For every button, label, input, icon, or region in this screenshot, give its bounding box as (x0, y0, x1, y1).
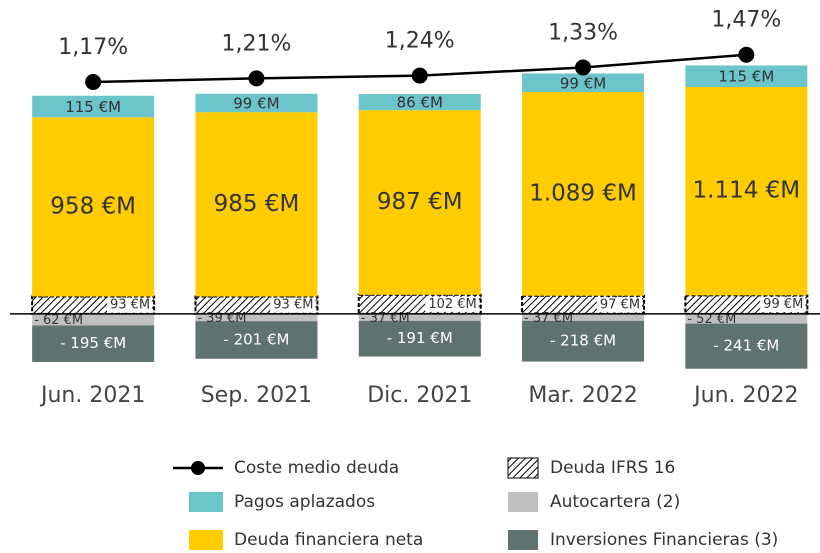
line-label: 1,17% (58, 35, 128, 60)
bar-segment (685, 65, 808, 87)
line-label: 1,47% (711, 8, 781, 33)
data-label: - 201 €M (223, 330, 289, 348)
legend-label: Deuda IFRS 16 (550, 458, 675, 478)
legend-swatch (189, 530, 223, 550)
line-label: 1,24% (385, 29, 455, 54)
data-label: 115 €M (718, 68, 774, 86)
data-label: 99 €M (763, 297, 803, 312)
label-background (270, 297, 316, 313)
x-tick-label: Jun. 2022 (692, 383, 798, 408)
bar-segment (358, 94, 481, 111)
bar-segment (195, 93, 318, 113)
data-label: 93 €M (110, 298, 150, 313)
data-label: 97 €M (600, 297, 640, 312)
bar-segment (32, 313, 155, 326)
line-label: 1,21% (222, 31, 292, 56)
bar-segment (685, 313, 808, 324)
x-tick-label: Sep. 2021 (201, 383, 312, 408)
data-label: - 37 €M (524, 311, 573, 326)
line-point (575, 59, 592, 76)
data-label: 115 €M (65, 98, 121, 116)
bar-segment (522, 73, 645, 93)
data-label: - 39 €M (197, 311, 246, 326)
x-tick-label: Dic. 2021 (367, 383, 472, 408)
line-point (411, 67, 428, 84)
x-tick-label: Jun. 2021 (39, 383, 145, 408)
bar-segment (522, 92, 645, 296)
x-tick-label: Mar. 2022 (528, 383, 637, 408)
legend-swatch (507, 457, 539, 479)
data-label: 93 €M (273, 298, 313, 313)
data-label: 99 €M (233, 94, 279, 112)
line-point (85, 73, 102, 90)
legend-label: Autocartera (2) (550, 492, 680, 512)
data-label: - 191 €M (387, 329, 453, 347)
bar-segment (522, 313, 645, 321)
legend-swatch (189, 492, 223, 512)
label-background (596, 297, 643, 313)
legend-swatch (508, 492, 538, 512)
line-point (248, 70, 265, 87)
legend-label: Pagos aplazados (234, 492, 375, 512)
legend-label: Inversiones Financieras (3) (550, 530, 778, 550)
legend-marker (191, 461, 205, 475)
bar-segment (522, 320, 645, 362)
line-point (738, 46, 755, 63)
data-label: - 62 €M (34, 313, 83, 328)
line-label: 1,33% (548, 20, 618, 45)
data-label: 102 €M (428, 297, 476, 312)
bar-segment (195, 313, 318, 322)
label-background (425, 296, 479, 312)
data-label: 99 €M (560, 74, 606, 92)
data-label: - 52 €M (687, 312, 736, 327)
data-label: - 37 €M (361, 311, 410, 326)
bar-segment (195, 112, 318, 297)
data-label: - 195 €M (60, 334, 126, 352)
bar-segment (685, 323, 808, 369)
bar-segment (685, 86, 808, 296)
legend-swatch (508, 530, 538, 550)
data-label: 86 €M (397, 94, 443, 112)
data-label: 985 €M (214, 191, 300, 217)
bar-segment (358, 110, 481, 295)
bar-segment (195, 321, 318, 359)
legend-label: Coste medio deuda (234, 458, 399, 478)
label-background (106, 297, 153, 313)
bar-segment (32, 325, 155, 362)
bar-segment (358, 320, 481, 357)
data-label: - 218 €M (550, 332, 616, 350)
data-label: 958 €M (50, 193, 136, 219)
data-label: 1.089 €M (529, 180, 637, 206)
legend-label: Deuda financiera neta (234, 530, 423, 550)
data-label: - 241 €M (713, 337, 779, 355)
label-background (760, 297, 806, 313)
bar-segment (32, 117, 155, 297)
data-label: 987 €M (377, 189, 463, 215)
data-label: 1.114 €M (693, 178, 801, 204)
bar-segment (32, 95, 155, 118)
bar-segment (358, 313, 481, 321)
